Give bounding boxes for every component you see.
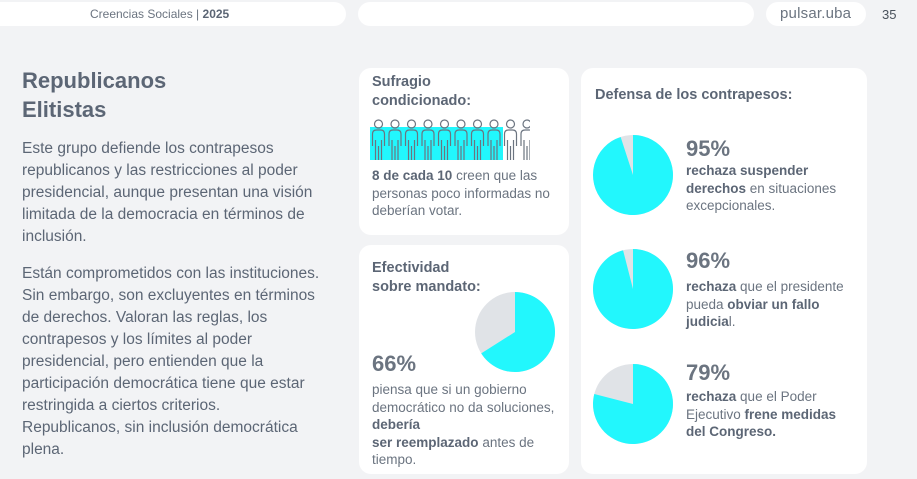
- person-icon: [503, 119, 518, 160]
- report-title: Creencias Sociales | 2025: [90, 7, 230, 21]
- sufragio-text: 8 de cada 10 creen que las personas poco…: [372, 168, 550, 218]
- pulsar-logo: pulsar.uba: [780, 5, 852, 22]
- efectividad-percent: 66%: [372, 351, 417, 376]
- header-bar-middle: [358, 2, 754, 26]
- person-icon: [404, 119, 419, 160]
- header-bar-left: [0, 2, 346, 26]
- contrapesos-text-2: rechaza que el presidente pueda obviar u…: [686, 279, 844, 329]
- section-title: Republicanos Elitistas: [22, 68, 167, 122]
- contrapesos-percent-2: 96%: [686, 248, 731, 273]
- contrapesos-percent-3: 79%: [686, 360, 731, 385]
- person-icon: [388, 119, 402, 160]
- sufragio-title: Sufragio condicionado:: [372, 74, 472, 109]
- contrapesos-pie-1: [593, 135, 674, 215]
- people-pictogram: [370, 119, 530, 160]
- person-icon: [371, 119, 386, 160]
- person-icon: [470, 119, 485, 160]
- contrapesos-pie-2: [593, 249, 674, 329]
- efectividad-pie-chart: [475, 292, 556, 372]
- contrapesos-pie-1-value-slice: [593, 135, 674, 215]
- person-icon: [454, 119, 468, 160]
- person-icon: [520, 119, 530, 160]
- contrapesos-title: Defensa de los contrapesos:: [595, 87, 793, 103]
- efectividad-text: piensa que si un gobierno democrático no…: [372, 382, 555, 467]
- efectividad-title: Efectividad sobre mandato:: [372, 260, 481, 295]
- contrapesos-text-3: rechaza que el Poder Ejecutivo frene med…: [686, 389, 837, 439]
- contrapesos-pie-3: [593, 364, 674, 444]
- logo-container: [766, 2, 866, 26]
- contrapesos-pie-3-value-slice: [593, 364, 674, 444]
- contrapesos-pie-2-value-slice: [593, 249, 674, 329]
- person-icon: [437, 119, 452, 160]
- contrapesos-text-1: rechaza suspender derechos en situacione…: [686, 163, 837, 213]
- efectividad-pie-value-slice: [481, 292, 556, 372]
- description-paragraph: Están comprometidos con las institucione…: [22, 265, 320, 458]
- intro-paragraph: Este grupo defiende los contrapesos repu…: [22, 140, 313, 245]
- person-icon: [487, 119, 501, 160]
- person-icon: [421, 119, 435, 160]
- page-number: 35: [882, 7, 897, 22]
- contrapesos-percent-1: 95%: [686, 136, 731, 161]
